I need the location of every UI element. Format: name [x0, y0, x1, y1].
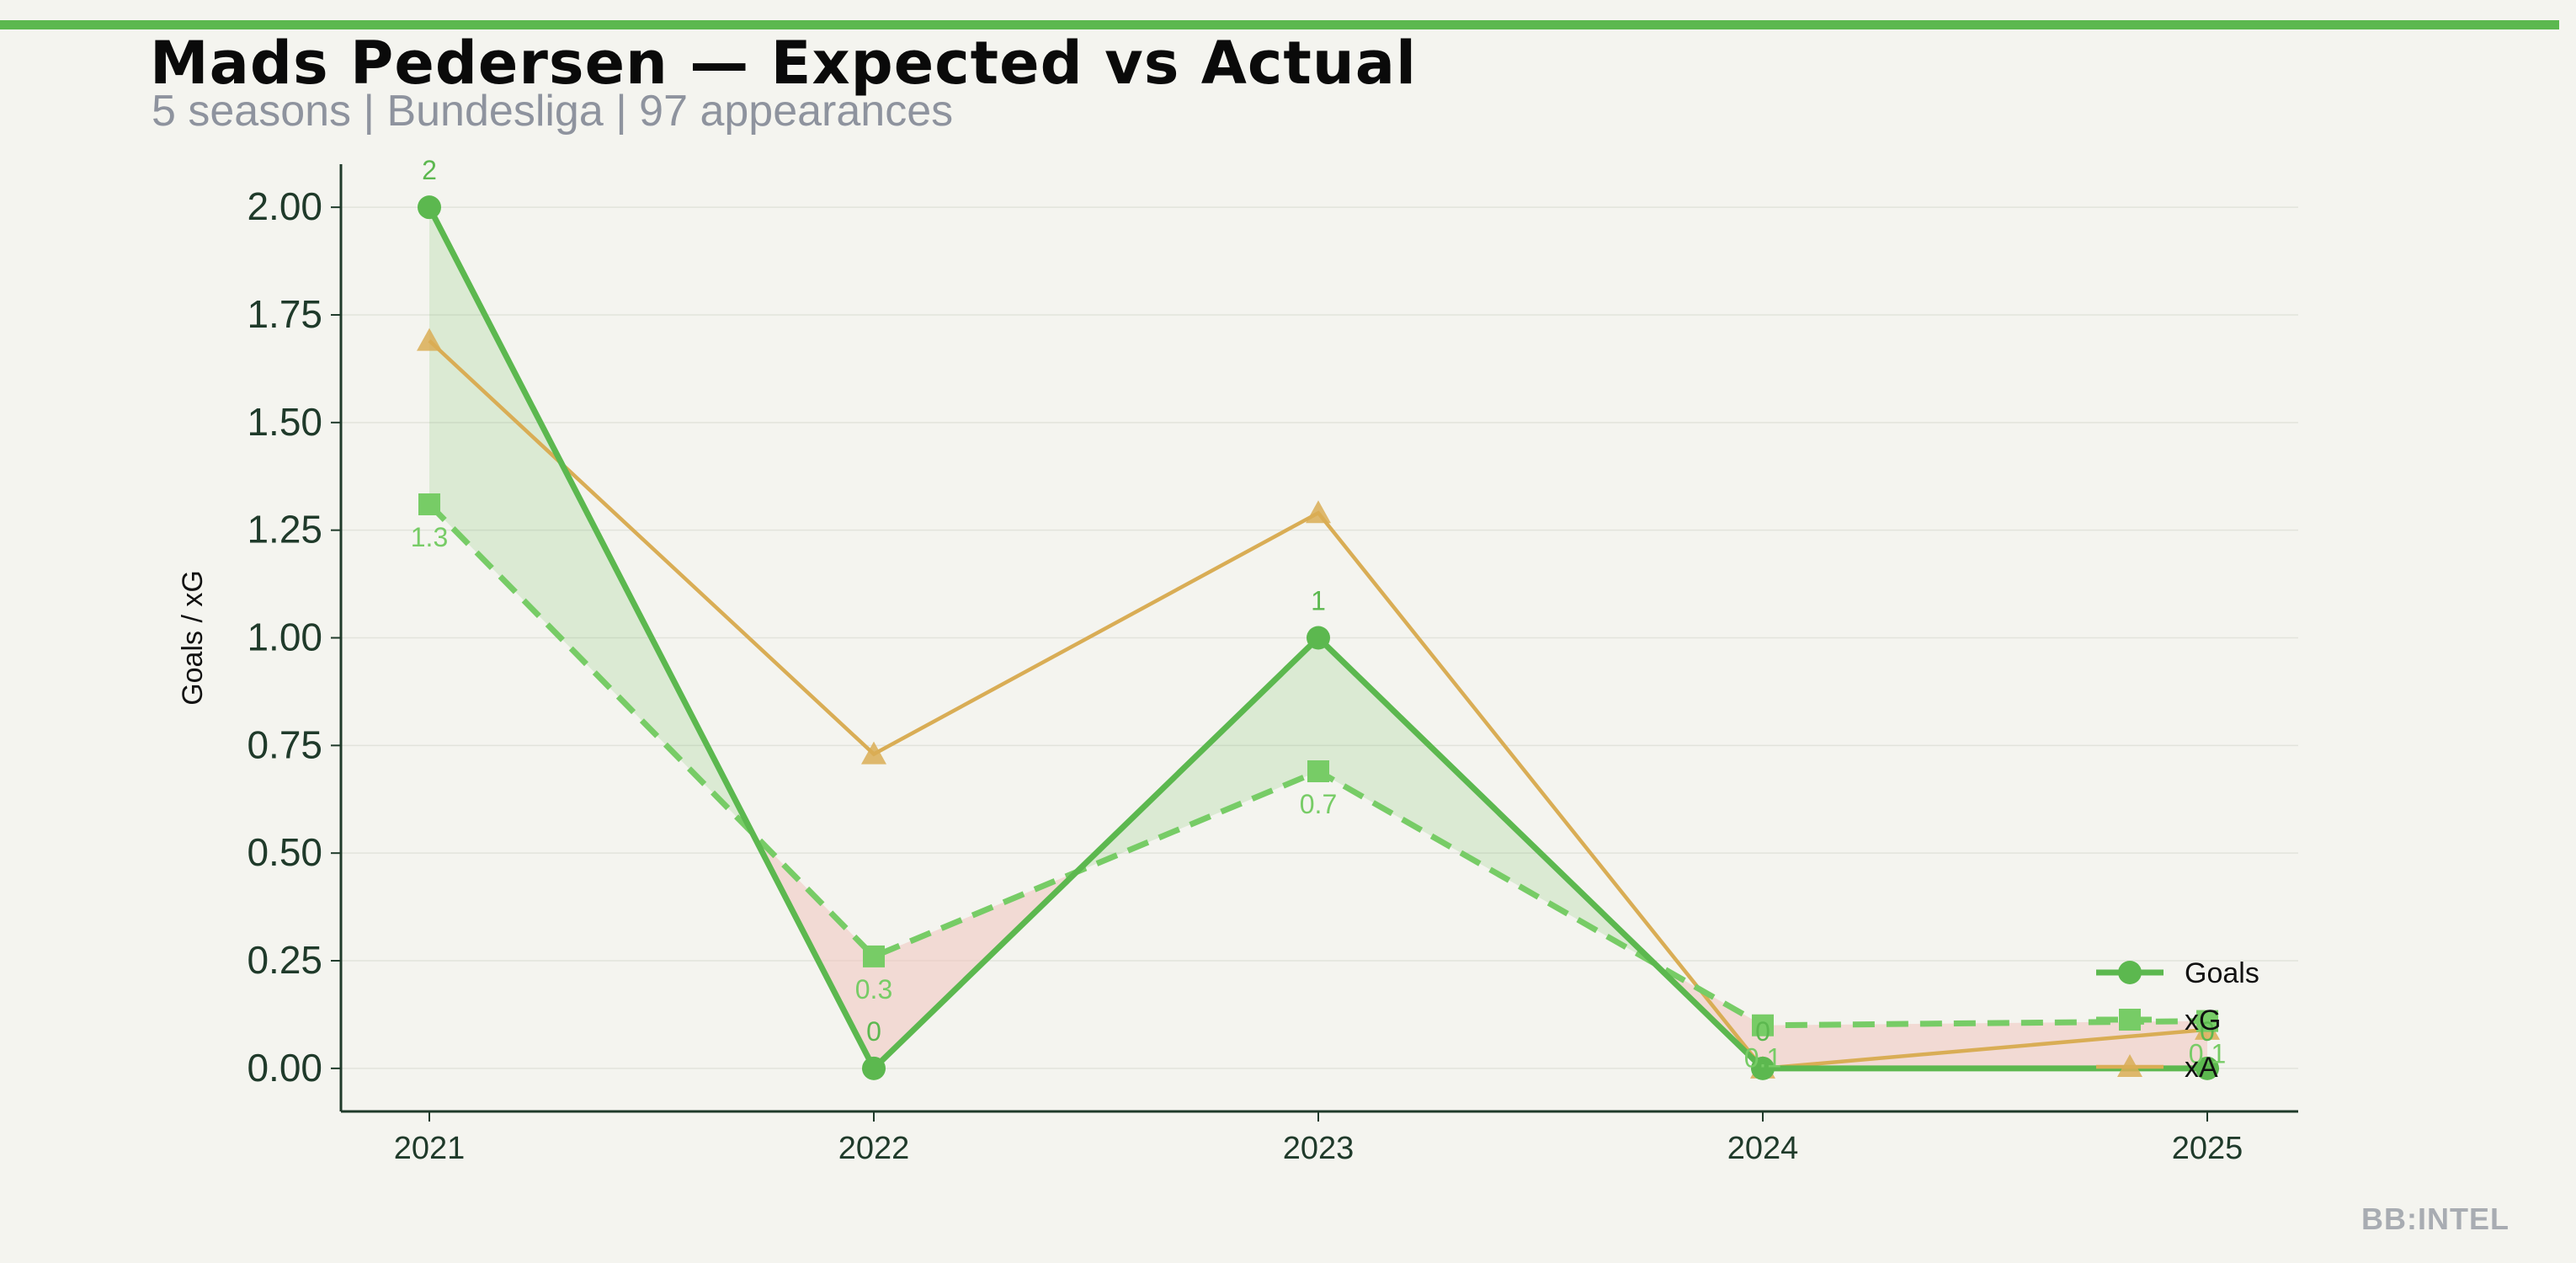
x-tick-label: 2024: [1727, 1131, 1799, 1166]
series-markers: [417, 195, 2220, 1080]
y-tick-label: 1.00: [247, 616, 322, 659]
xg-point: [1307, 760, 1329, 783]
xa-point: [1306, 500, 1331, 524]
data-labels: 2 0 1 0 0 1.3 0.3 0.7 0.1 0.1: [411, 155, 2226, 1074]
x-tick-label: 2023: [1283, 1131, 1355, 1166]
y-tick-label: 1.75: [247, 292, 322, 336]
y-tick-label: 0.00: [247, 1046, 322, 1090]
xg-data-label: 0.7: [1300, 789, 1337, 819]
watermark-logo: BB:INTEL: [2361, 1202, 2509, 1236]
goals-data-label: 0: [2200, 1016, 2215, 1047]
y-tick-label: 1.25: [247, 508, 322, 552]
x-tick-label: 2022: [838, 1131, 910, 1166]
goals-point: [2195, 1056, 2219, 1080]
goals-data-label: 0: [1755, 1016, 1770, 1047]
xg-point: [1752, 1014, 1774, 1037]
xg-point: [418, 493, 440, 515]
goals-data-label: 1: [1311, 586, 1326, 616]
legend-label-xa: xA: [2185, 1052, 2218, 1084]
legend-label-goals: Goals: [2185, 957, 2259, 989]
y-tick-label: 0.50: [247, 830, 322, 874]
xg-data-label: 0.1: [1744, 1043, 1781, 1074]
legend-marker-goals: [2118, 961, 2142, 984]
x-tick-label: 2025: [2172, 1131, 2243, 1166]
chart-title: Mads Pedersen — Expected vs Actual: [150, 29, 1417, 98]
legend-label-xg: xG: [2185, 1005, 2221, 1037]
xg-point: [2196, 1010, 2218, 1032]
y-tick-label: 0.25: [247, 938, 322, 982]
xg-data-label: 0.1: [2189, 1039, 2226, 1069]
chart-subtitle: 5 seasons | Bundesliga | 97 appearances: [152, 87, 954, 136]
xg-data-label: 1.3: [411, 522, 448, 552]
accent-bar: [0, 20, 2559, 29]
tick-labels: 0.00 0.25 0.50 0.75 1.00 1.25 1.50 1.75 2.00 2021…: [177, 184, 2243, 1166]
goals-point: [1307, 626, 1330, 650]
xg-data-label: 0.3: [855, 974, 892, 1005]
y-axis-title: Goals / xG: [177, 570, 209, 706]
underperformance-fill: [1763, 1021, 2207, 1068]
axes: [331, 164, 2298, 1122]
xg-point: [863, 945, 885, 967]
goals-point: [862, 1056, 886, 1080]
goals-point: [1751, 1056, 1775, 1080]
xa-point: [861, 741, 886, 765]
y-tick-label: 2.00: [247, 184, 322, 228]
y-tick-label: 1.50: [247, 400, 322, 444]
legend-marker-xg: [2119, 1009, 2141, 1031]
gridlines: [341, 206, 2298, 1069]
y-tick-label: 0.75: [247, 722, 322, 766]
goals-data-label: 0: [866, 1016, 881, 1047]
legend: Goals xG xA: [2096, 957, 2259, 1084]
x-tick-label: 2021: [394, 1131, 466, 1166]
legend-marker-xa: [2117, 1054, 2142, 1077]
goals-point: [418, 195, 441, 220]
xa-point: [417, 328, 442, 351]
goals-data-label: 2: [422, 155, 437, 185]
